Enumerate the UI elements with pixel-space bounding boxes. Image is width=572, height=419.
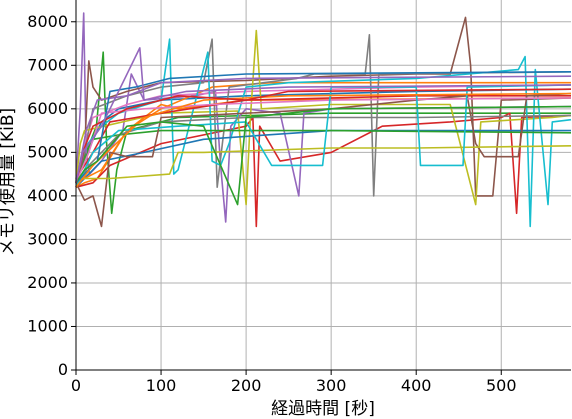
y-tick-label: 8000 [27,12,68,31]
x-tick-label: 400 [401,376,432,395]
y-tick-label: 5000 [27,142,68,161]
axes-layer: 0 100 200 300 400 500010002000300040005000600… [27,0,571,395]
series-line-17 [75,97,572,184]
x-tick-label: 300 [316,376,347,395]
series-line-25 [75,47,572,183]
y-tick-label: 1000 [27,316,68,335]
x-tick-label: 200 [231,376,262,395]
y-tick-label: 7000 [27,55,68,74]
series-line-22 [75,92,572,188]
series-line-20 [75,84,572,188]
x-tick-label: 500 [486,376,517,395]
y-axis-title: メモリ使用量 [KiB] [0,108,18,256]
series-line-19 [76,145,572,180]
series-line-8 [75,33,572,197]
series-line-21 [75,71,572,184]
grid-layer [75,0,571,371]
series-line-23 [75,105,572,206]
series-line-10 [75,38,572,228]
x-tick-label: 0 [71,376,81,395]
series-line-3 [75,51,571,215]
series-line-15 [75,75,572,183]
y-tick-label: 3000 [27,229,68,248]
series-line-24 [75,88,572,183]
y-tick-label: 0 [58,360,68,379]
y-tick-label: 4000 [27,186,68,205]
y-tick-label: 2000 [27,273,68,292]
series-layer [75,12,572,228]
x-tick-label: 100 [146,376,177,395]
series-line-6 [75,16,572,197]
y-tick-label: 6000 [27,99,68,118]
series-line-9 [75,29,572,206]
x-axis-title: 経過時間 [秒] [271,399,375,419]
series-line-16 [75,92,572,228]
